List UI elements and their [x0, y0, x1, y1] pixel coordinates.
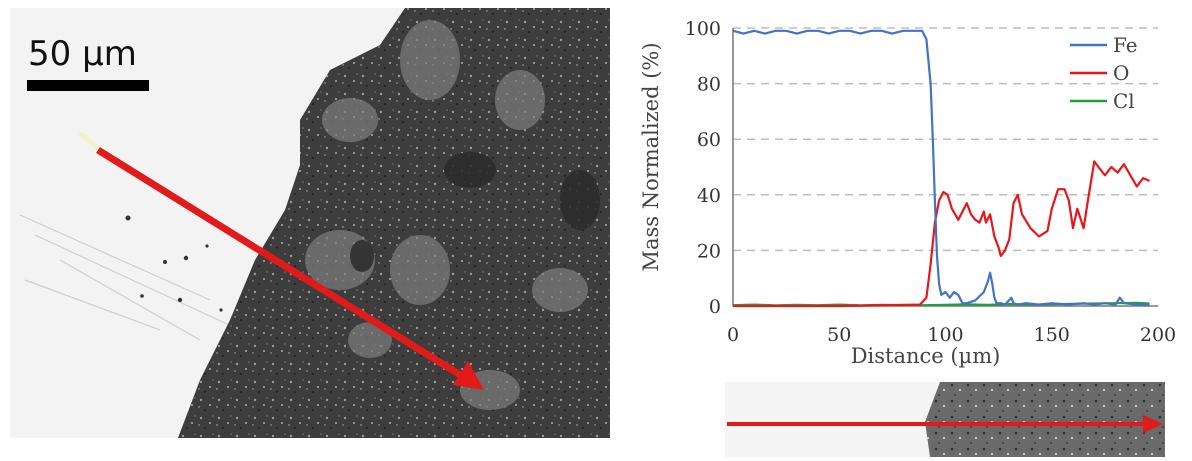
y-tick-label: 80 — [697, 74, 721, 96]
metal-pits — [125, 215, 223, 312]
legend-label-o: O — [1113, 61, 1129, 85]
x-tick-label: 50 — [827, 324, 851, 346]
corrosion-patches — [305, 20, 588, 410]
legend-label-fe: Fe — [1113, 33, 1138, 57]
x-tick-label: 150 — [1034, 324, 1070, 346]
x-tick-label: 0 — [727, 324, 739, 346]
strip-corrosion — [925, 382, 1165, 457]
y-tick-label: 60 — [697, 129, 721, 151]
line-scan-chart: 0 20 40 60 80 100 0 50 100 150 200 Fe O Cl Mass Nor… — [620, 0, 1192, 457]
metal-scratches — [19, 214, 241, 341]
x-tick-label: 200 — [1140, 324, 1176, 346]
strip-image — [725, 382, 1165, 457]
grid-lines — [733, 27, 1158, 252]
linescan-strip — [725, 382, 1165, 457]
arrow-start-glow — [78, 131, 100, 150]
y-axis-title: Mass Normalized (%) — [639, 42, 663, 271]
series-lines — [732, 29, 1150, 308]
legend: Fe O Cl — [1070, 33, 1138, 113]
x-tick-labels: 0 50 100 150 200 — [727, 324, 1176, 346]
chart-svg: 0 20 40 60 80 100 0 50 100 150 200 Fe O Cl Mass Nor… — [639, 18, 1176, 368]
y-tick-label: 20 — [697, 240, 721, 262]
sem-image: 50 µm — [10, 8, 610, 438]
y-tick-label: 0 — [709, 296, 721, 318]
linescan-arrow-head — [453, 361, 484, 390]
y-tick-labels: 0 20 40 60 80 100 — [685, 18, 721, 318]
y-tick-label: 100 — [685, 18, 721, 40]
scale-bar-label: 50 µm — [28, 34, 137, 74]
linescan-arrow-shaft — [96, 147, 464, 379]
strip-arrow-head — [1143, 415, 1163, 433]
sem-micrograph: 50 µm — [10, 8, 610, 438]
series-line-fe — [732, 29, 1150, 306]
x-axis-title: Distance (µm) — [851, 344, 1001, 368]
x-tick-label: 100 — [927, 324, 963, 346]
scale-bar — [27, 80, 149, 91]
series-line-o — [733, 160, 1150, 308]
y-tick-label: 40 — [697, 185, 721, 207]
legend-label-cl: Cl — [1113, 89, 1135, 113]
